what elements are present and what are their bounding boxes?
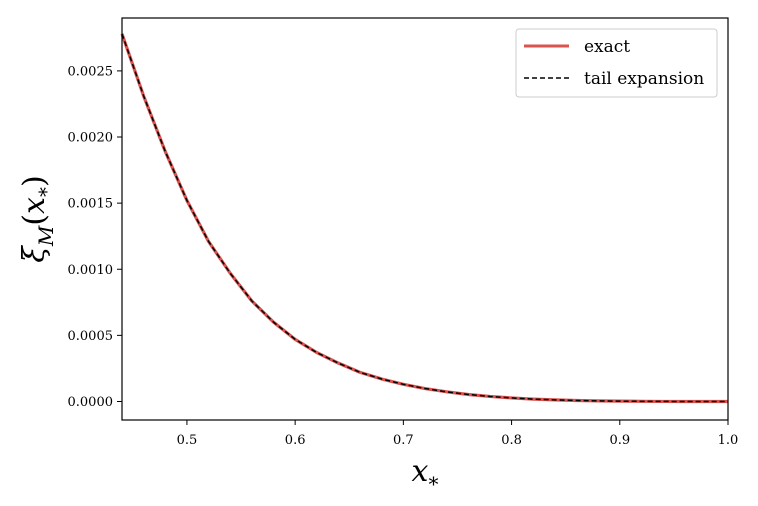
series-line-tail-expansion (121, 33, 729, 403)
legend-label-exact: exact (584, 37, 630, 57)
y-axis-label-base: ξ (17, 245, 52, 263)
y-tick-label: 0.0015 (68, 197, 114, 212)
x-tick-label: 0.7 (393, 433, 414, 448)
x-axis-ticks: 0.5 0.6 0.7 0.8 0.9 1.0 (177, 420, 739, 448)
x-tick-label: 1.0 (718, 433, 739, 448)
x-axis-label: x* (412, 454, 439, 496)
x-tick-label: 0.5 (177, 433, 198, 448)
y-tick-label: 0.0020 (68, 131, 114, 146)
legend: exact tail expansion (515, 28, 718, 98)
series-layer (120, 33, 729, 404)
y-tick-label: 0.0005 (68, 329, 114, 344)
y-axis-label-arg: x (17, 197, 52, 214)
x-tick-label: 0.8 (501, 433, 522, 448)
y-axis-ticks: 0.0000 0.0005 0.0010 0.0015 0.0020 0.0025 (68, 64, 122, 410)
y-tick-label: 0.0010 (68, 263, 114, 278)
y-axis-label-sub: M (34, 225, 58, 247)
y-axis-label-close-paren: ) (17, 175, 52, 187)
y-tick-label: 0.0025 (68, 64, 114, 79)
x-axis-label-base: x (412, 454, 429, 489)
x-axis-label-sub: * (428, 472, 438, 496)
x-tick-label: 0.9 (609, 433, 630, 448)
legend-label-tail-expansion: tail expansion (584, 69, 704, 89)
y-axis-label-arg-sub: * (34, 187, 58, 197)
plot-frame (121, 17, 729, 421)
y-axis-label-open-paren: ( (17, 214, 52, 226)
y-axis-label: ξM(x*) (17, 175, 58, 262)
y-tick-label: 0.0000 (68, 395, 114, 410)
x-tick-label: 0.6 (285, 433, 306, 448)
